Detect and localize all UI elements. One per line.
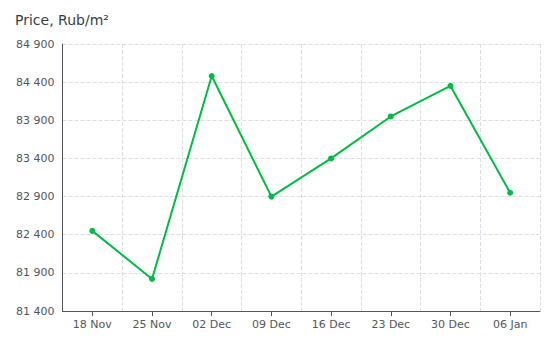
svg-text:84 400: 84 400 [16, 76, 55, 89]
svg-text:82 900: 82 900 [16, 190, 55, 203]
svg-text:09 Dec: 09 Dec [252, 318, 291, 331]
svg-text:83 900: 83 900 [16, 114, 55, 127]
svg-text:81 900: 81 900 [16, 266, 55, 279]
svg-text:83 400: 83 400 [16, 152, 55, 165]
svg-text:06 Jan: 06 Jan [493, 318, 527, 331]
svg-text:25 Nov: 25 Nov [133, 318, 172, 331]
svg-text:30 Dec: 30 Dec [431, 318, 470, 331]
svg-text:82 400: 82 400 [16, 228, 55, 241]
svg-text:Price, Rub/m²: Price, Rub/m² [15, 12, 109, 28]
svg-text:23 Dec: 23 Dec [371, 318, 410, 331]
svg-text:81 400: 81 400 [16, 305, 55, 318]
svg-text:84 900: 84 900 [16, 38, 55, 51]
svg-text:02 Dec: 02 Dec [192, 318, 231, 331]
svg-text:18 Nov: 18 Nov [73, 318, 112, 331]
svg-text:16 Dec: 16 Dec [312, 318, 351, 331]
